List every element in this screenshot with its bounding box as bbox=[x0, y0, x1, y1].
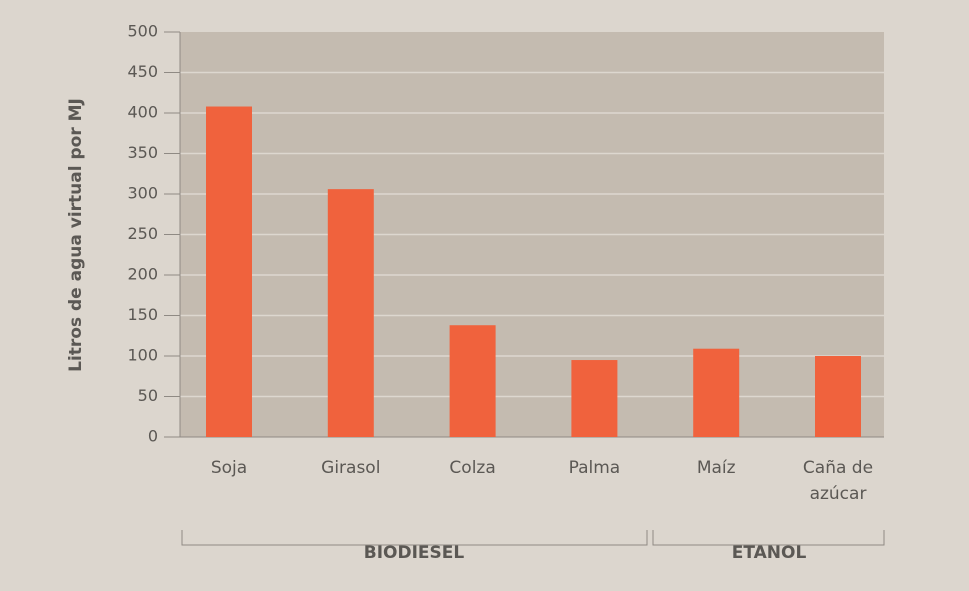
bracket bbox=[652, 530, 885, 546]
y-tick-label: 0 bbox=[148, 427, 158, 446]
bar bbox=[571, 360, 618, 437]
x-tick-label: Soja bbox=[210, 458, 248, 478]
y-tick-label: 200 bbox=[127, 265, 158, 284]
x-tick-label: Palma bbox=[568, 458, 621, 478]
x-tick-label: Caña de azúcar bbox=[802, 458, 874, 504]
y-tick-label: 400 bbox=[127, 103, 158, 122]
y-tick-label: 100 bbox=[127, 346, 158, 365]
y-tick-label: 300 bbox=[127, 184, 158, 203]
y-tick-label: 350 bbox=[127, 143, 158, 162]
y-tick-label: 450 bbox=[127, 62, 158, 81]
x-tick-label: Colza bbox=[449, 458, 496, 478]
x-tick-label: Maíz bbox=[696, 458, 736, 478]
bar bbox=[693, 348, 740, 437]
group-brackets bbox=[181, 530, 885, 546]
group-label: BIODIESEL bbox=[364, 543, 465, 563]
bar bbox=[815, 356, 861, 437]
y-axis-label: Litros de agua virtual por MJ bbox=[66, 98, 86, 372]
bracket bbox=[181, 530, 648, 546]
x-tick-label: Girasol bbox=[321, 458, 381, 478]
group-label: ETANOL bbox=[732, 543, 807, 563]
bar bbox=[206, 106, 252, 438]
y-tick-label: 150 bbox=[127, 305, 158, 324]
bar bbox=[449, 325, 496, 437]
y-tick-label: 250 bbox=[127, 224, 158, 243]
y-tick-label: 500 bbox=[127, 22, 158, 41]
y-tick-label: 50 bbox=[138, 386, 158, 405]
bar bbox=[327, 189, 374, 437]
